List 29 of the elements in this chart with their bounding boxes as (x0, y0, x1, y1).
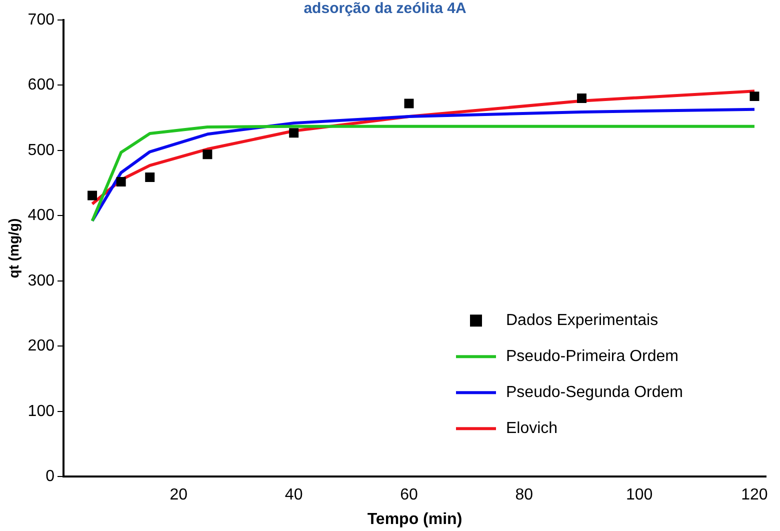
x-tick-label: 120 (741, 486, 768, 504)
x-tick-label: 100 (626, 486, 653, 504)
y-axis-title: qt (mg/g) (5, 218, 22, 278)
point (404, 98, 414, 108)
legend-label: Elovich (506, 420, 558, 438)
y-tick-label: 400 (28, 207, 55, 224)
point (750, 92, 760, 102)
y-tick-label: 200 (28, 338, 55, 355)
point (576, 94, 586, 104)
y-tick-label: 500 (28, 142, 55, 159)
point (202, 150, 212, 160)
x-tick-label: 20 (170, 486, 188, 504)
y-tick-label: 0 (46, 468, 55, 486)
y-tick-label: 100 (28, 402, 55, 420)
point (116, 177, 126, 187)
point (289, 128, 299, 138)
y-tick-label: 300 (28, 272, 55, 290)
chart-title: adsorção da zeólita 4A (304, 0, 466, 18)
x-axis-title: Tempo (min) (367, 510, 462, 528)
x-tick-label: 40 (284, 486, 303, 504)
point (145, 172, 155, 182)
legend-label: Dados Experimentais (506, 312, 658, 330)
point (88, 190, 98, 200)
legend-label: Pseudo-Segunda Ordem (506, 384, 683, 402)
x-tick-label: 60 (400, 486, 418, 504)
x-tick-label: 80 (515, 486, 534, 504)
y-tick-label: 600 (28, 76, 55, 94)
y-tick-label: 700 (28, 11, 55, 28)
legend-label: Pseudo-Primeira Ordem (506, 348, 678, 366)
